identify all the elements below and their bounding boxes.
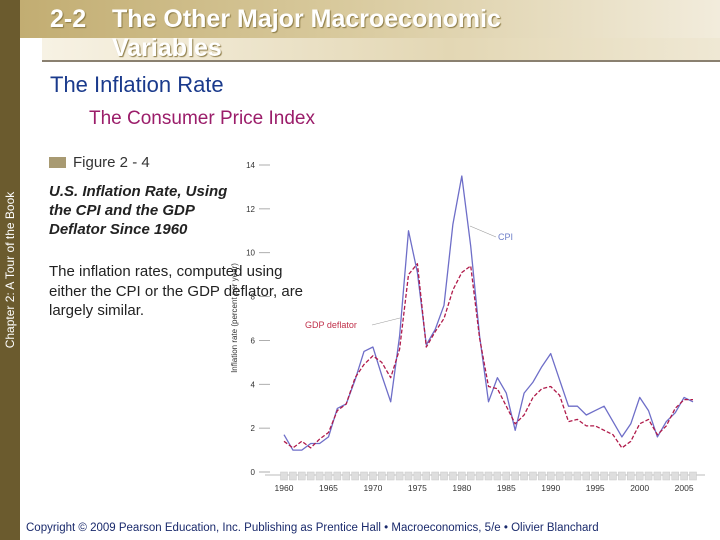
- x-year-box: [511, 471, 519, 481]
- slide-title: The Other Major Macroeconomic Variables: [112, 5, 501, 62]
- x-tick-label: 1975: [408, 483, 427, 493]
- x-year-box: [422, 471, 431, 481]
- x-year-box: [600, 471, 608, 481]
- x-year-box: [671, 471, 679, 481]
- x-tick-label: 1970: [363, 483, 382, 493]
- cpi-annotation-leader: [469, 225, 497, 238]
- x-year-box: [280, 471, 288, 481]
- x-year-box: [369, 471, 377, 481]
- x-year-box: [466, 471, 475, 481]
- section-subheading: The Consumer Price Index: [89, 108, 315, 129]
- x-year-box: [689, 471, 697, 481]
- y-tick-label: 6: [251, 336, 256, 345]
- x-year-box: [315, 471, 324, 481]
- chapter-sidebar: Chapter 2: A Tour of the Book: [0, 0, 20, 540]
- title-band: [20, 0, 720, 38]
- x-year-box: [555, 471, 564, 481]
- x-tick-label: 2005: [675, 483, 694, 493]
- figure-caption-body: The inflation rates, computed using eith…: [49, 263, 304, 319]
- x-year-box: [449, 471, 457, 481]
- x-tick-label: 1960: [275, 483, 294, 493]
- x-year-box: [440, 471, 448, 481]
- x-year-box: [342, 471, 350, 481]
- x-tick-label: 2000: [630, 483, 649, 493]
- gdp-annotation-leader: [371, 317, 401, 326]
- x-year-box: [502, 471, 511, 481]
- x-tick-label: 1990: [541, 483, 560, 493]
- x-year-box: [298, 471, 306, 481]
- figure-caption-title: U.S. Inflation Rate, Using the CPI and t…: [49, 183, 228, 238]
- y-tick-label: 10: [246, 249, 255, 258]
- cpi-annotation: CPI: [498, 232, 513, 242]
- cpi-series-line: [283, 175, 694, 451]
- x-year-box: [475, 471, 484, 481]
- y-tick-label: 4: [251, 380, 256, 389]
- x-year-box: [635, 471, 644, 481]
- x-year-box: [431, 471, 439, 481]
- x-year-box: [538, 471, 546, 481]
- x-year-box: [564, 471, 573, 481]
- x-tick-label: 1965: [319, 483, 338, 493]
- x-year-box: [618, 471, 626, 481]
- x-year-box: [680, 471, 688, 481]
- x-year-box: [404, 471, 413, 481]
- x-year-box: [529, 471, 537, 481]
- x-year-box: [609, 471, 617, 481]
- gdp-deflator-series-line: [283, 263, 693, 449]
- x-year-box: [484, 471, 493, 481]
- x-year-box: [653, 471, 662, 481]
- x-year-box: [351, 471, 359, 481]
- y-axis-label: Inflation rate (percent per year): [230, 263, 239, 373]
- x-tick-label: 1995: [586, 483, 605, 493]
- x-year-box: [386, 471, 395, 481]
- x-tick-label: 1985: [497, 483, 516, 493]
- x-year-box: [644, 471, 653, 481]
- x-year-box: [582, 471, 591, 481]
- x-year-box: [378, 471, 386, 481]
- x-year-box: [413, 471, 422, 481]
- x-year-box: [591, 471, 599, 481]
- section-heading: The Inflation Rate: [50, 72, 224, 97]
- x-tick-label: 1980: [452, 483, 471, 493]
- x-year-box: [306, 471, 315, 481]
- x-year-box: [360, 471, 368, 481]
- x-year-box: [573, 471, 582, 481]
- figure-marker-icon: [49, 157, 66, 168]
- y-tick-label: 12: [246, 205, 255, 214]
- gdp-deflator-annotation: GDP deflator: [305, 320, 357, 330]
- title-band-lower: [42, 38, 720, 60]
- x-year-box: [289, 471, 297, 481]
- x-year-box: [333, 471, 342, 481]
- y-tick-label: 14: [246, 161, 255, 170]
- x-year-box: [662, 471, 671, 481]
- y-tick-label: 0: [251, 468, 256, 477]
- copyright-footer: Copyright © 2009 Pearson Education, Inc.…: [26, 522, 599, 534]
- x-year-box: [520, 471, 528, 481]
- x-year-box: [458, 471, 466, 481]
- figure-label: Figure 2 - 4: [73, 154, 150, 171]
- x-year-box: [324, 471, 333, 481]
- slide-number: 2-2: [50, 5, 87, 33]
- x-year-box: [395, 471, 404, 481]
- y-tick-label: 2: [251, 424, 256, 433]
- title-rule: [42, 60, 720, 62]
- x-year-box: [627, 471, 635, 481]
- x-year-box: [546, 471, 555, 481]
- y-tick-label: 8: [251, 293, 256, 302]
- x-year-box: [493, 471, 502, 481]
